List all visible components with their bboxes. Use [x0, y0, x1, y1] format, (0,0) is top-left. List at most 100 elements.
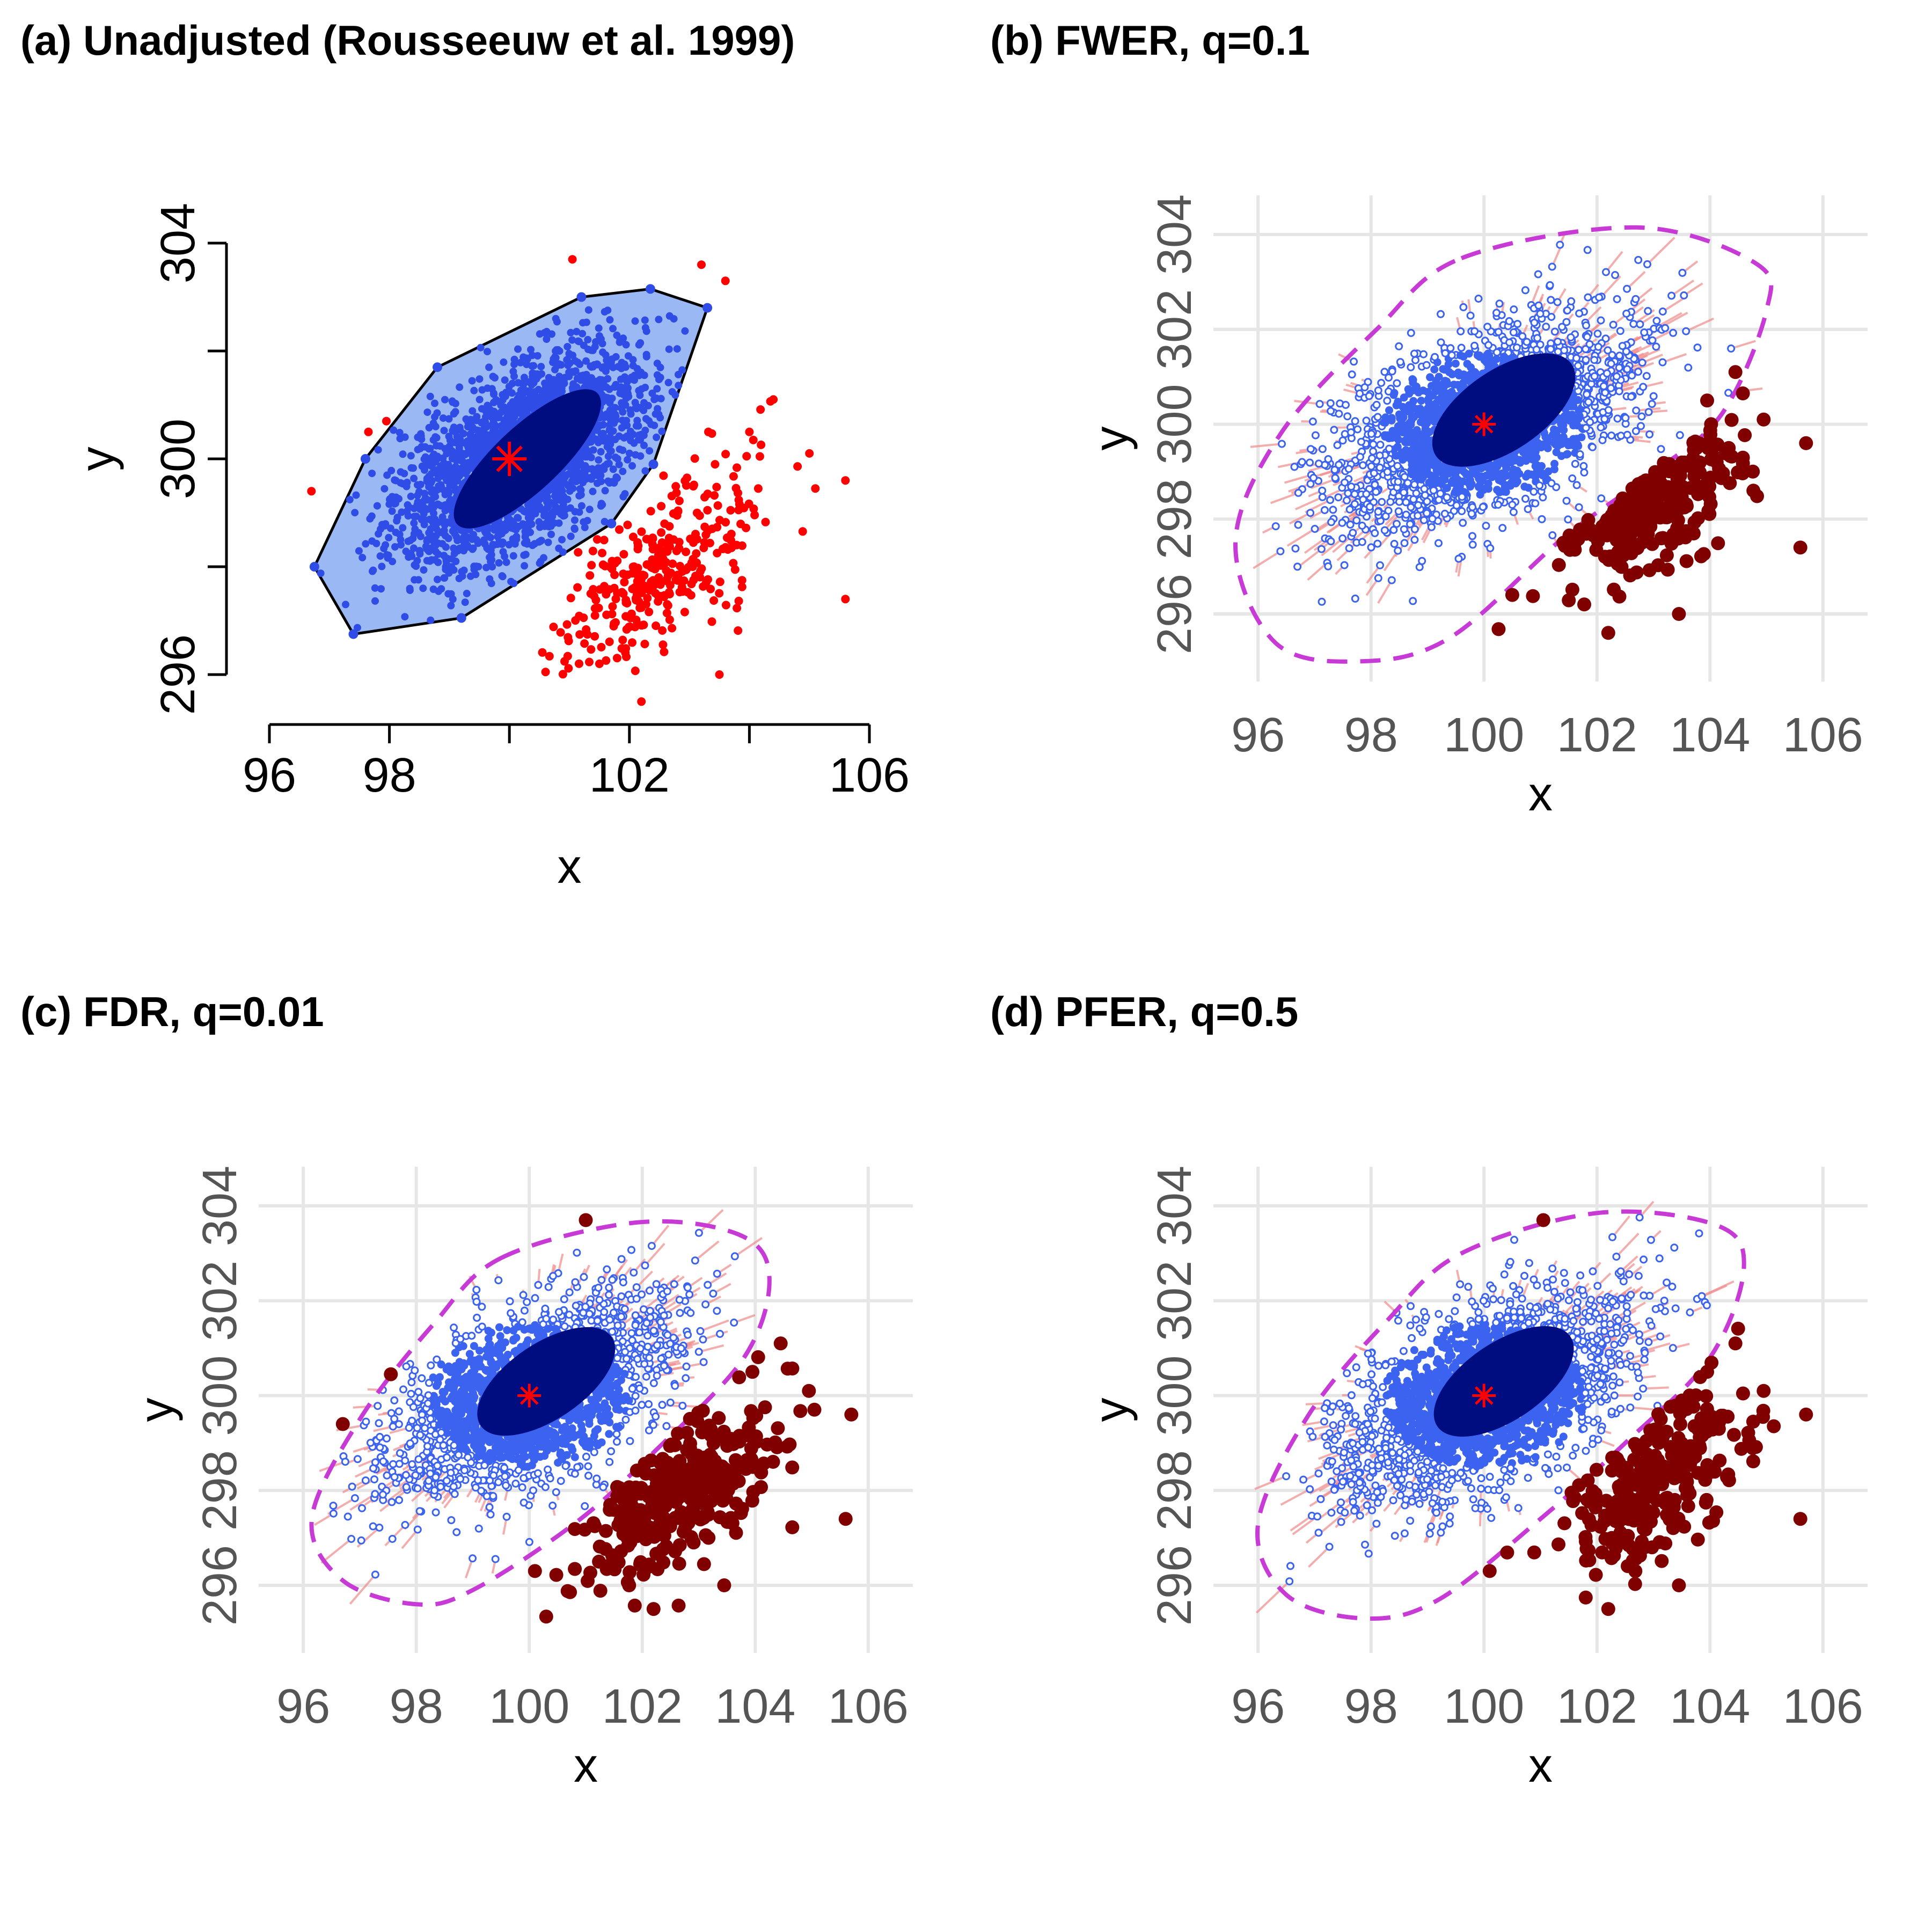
outlier-point — [610, 583, 619, 592]
inner-point — [430, 509, 437, 517]
inner-point — [656, 414, 664, 422]
inner-point — [589, 346, 597, 354]
outlier-point — [734, 506, 743, 515]
inner-point — [1451, 360, 1460, 368]
outlier-point — [811, 484, 820, 493]
inner-point — [612, 353, 620, 361]
inner-point — [397, 468, 405, 476]
inner-point — [1345, 505, 1354, 514]
inner-point — [537, 363, 545, 371]
outlier-point — [750, 510, 759, 519]
inner-point — [1410, 480, 1419, 489]
outlier-point — [364, 427, 373, 436]
inner-point — [1727, 344, 1736, 353]
outlier-point — [721, 276, 730, 286]
inner-point — [317, 569, 325, 577]
inner-point — [415, 529, 422, 537]
inner-point — [450, 410, 458, 418]
inner-point — [1632, 406, 1641, 415]
inner-point — [1658, 358, 1667, 367]
inner-point — [410, 474, 418, 482]
inner-point — [521, 562, 529, 570]
inner-point — [462, 536, 470, 544]
inner-point — [560, 511, 568, 519]
inner-point — [597, 448, 605, 456]
inner-point — [552, 314, 560, 323]
outlier-point — [611, 618, 620, 627]
inner-point — [1387, 576, 1396, 584]
inner-point — [434, 575, 441, 583]
inner-point — [1394, 546, 1402, 555]
inner-point — [1423, 466, 1431, 474]
inner-point — [469, 452, 477, 460]
inner-point — [1542, 323, 1550, 331]
hull-vertex — [606, 518, 617, 529]
inner-point — [392, 529, 400, 537]
inner-point — [386, 524, 394, 532]
inner-point — [425, 423, 433, 431]
x-tick-label: 98 — [363, 749, 416, 802]
inner-point — [1609, 320, 1618, 329]
inner-point — [1492, 469, 1501, 477]
inner-point — [552, 377, 560, 384]
inner-point — [528, 520, 536, 528]
inner-point — [1395, 342, 1403, 350]
outlier-point — [726, 506, 735, 515]
outlier-point — [734, 626, 743, 635]
inner-point — [431, 515, 439, 523]
inner-point — [527, 514, 535, 521]
x-tick-label: 96 — [243, 749, 296, 802]
inner-point — [388, 493, 396, 501]
outlier-point — [587, 561, 596, 570]
inner-point — [448, 397, 456, 405]
hull-vertex — [309, 562, 319, 572]
inner-point — [633, 365, 641, 373]
inner-point — [351, 509, 359, 517]
outlier-point — [602, 610, 611, 619]
inner-point — [1524, 505, 1532, 514]
inner-point — [579, 319, 587, 327]
inner-point — [570, 516, 579, 524]
inner-point — [1652, 342, 1660, 351]
inner-point — [606, 415, 614, 423]
inner-point — [1392, 401, 1401, 409]
inner-point — [1615, 387, 1623, 396]
hull-vertex — [348, 629, 358, 639]
inner-point — [371, 584, 379, 592]
inner-point — [1597, 316, 1605, 325]
inner-point — [579, 479, 587, 487]
outlier-point — [683, 473, 692, 482]
inner-point — [1623, 284, 1631, 293]
inner-point — [510, 406, 518, 414]
inner-point — [1484, 341, 1492, 349]
inner-point — [537, 537, 545, 545]
inner-point — [458, 568, 466, 576]
inner-point — [414, 481, 421, 489]
inner-point — [1384, 507, 1393, 515]
outlier-point — [588, 546, 597, 555]
inner-point — [431, 399, 438, 407]
inner-point — [681, 327, 689, 335]
outlier-point — [619, 550, 628, 559]
outlier-point — [574, 548, 583, 557]
inner-point — [409, 464, 417, 472]
inner-point — [1638, 358, 1646, 367]
inner-point — [388, 507, 396, 515]
inner-point — [456, 383, 464, 391]
inner-point — [632, 422, 640, 430]
inner-point — [599, 363, 608, 371]
inner-point — [1343, 412, 1352, 421]
inner-point — [568, 336, 576, 344]
inner-point — [377, 585, 385, 593]
inner-point — [1574, 415, 1583, 423]
outlier-point — [648, 540, 657, 549]
outlier-point — [699, 582, 708, 591]
outlier-point — [660, 519, 669, 528]
inner-point — [1550, 465, 1558, 473]
inner-point — [529, 397, 537, 405]
inner-point — [1532, 345, 1541, 354]
outlier-point — [711, 460, 720, 469]
inner-point — [395, 495, 402, 503]
inner-point — [1458, 507, 1466, 515]
